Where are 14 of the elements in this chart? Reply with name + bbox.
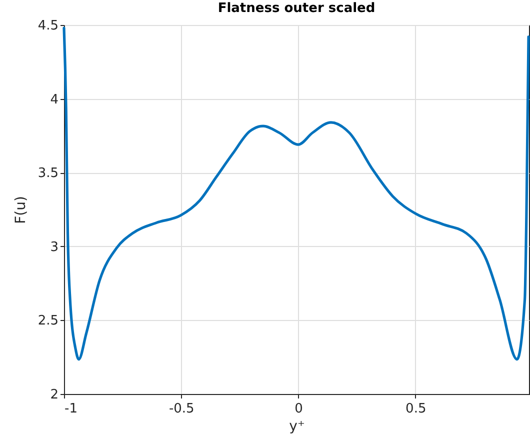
x-axis-title: y⁺ (289, 418, 305, 434)
y-axis-title: F(u) (12, 196, 29, 224)
x-tick-label: -0.5 (168, 402, 194, 416)
y-tick-label: 2 (50, 388, 58, 402)
y-tick-label: 2.5 (38, 314, 58, 329)
x-tick-label: 0 (294, 402, 303, 416)
y-tick-label: 4 (50, 92, 58, 108)
chart-title: Flatness outer scaled (218, 1, 376, 16)
y-tick-label: 4.5 (38, 18, 58, 34)
x-tick-label: -1 (64, 402, 78, 416)
x-tick-label: 0.5 (406, 402, 426, 416)
y-tick-label: 3.5 (38, 166, 58, 182)
line-series (62, 26, 530, 361)
y-tick-label: 3 (50, 240, 58, 255)
